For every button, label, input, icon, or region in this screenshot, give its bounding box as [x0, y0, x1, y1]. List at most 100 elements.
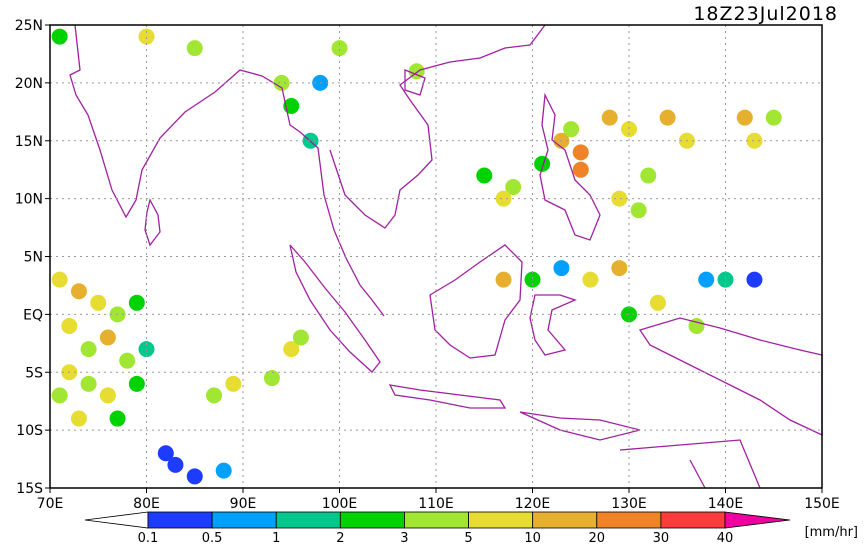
rain-cell: [70, 283, 87, 300]
x-tick-label: 110E: [418, 496, 454, 512]
x-tick-label: 130E: [611, 496, 647, 512]
rain-cell: [495, 190, 512, 207]
rain-cell: [746, 132, 763, 149]
rain-cell: [206, 387, 223, 404]
colorbar-unit: [mm/hr]: [805, 525, 858, 540]
rain-cell: [51, 28, 68, 45]
x-tick-label: 100E: [322, 496, 358, 512]
rain-cell: [640, 167, 657, 184]
colorbar-label: 2: [336, 531, 344, 544]
rain-cell: [505, 179, 522, 196]
colorbar-box: [596, 511, 662, 529]
rain-cell: [292, 329, 309, 346]
colorbar-box: [532, 511, 598, 529]
rain-layer: [51, 28, 782, 485]
rain-cell: [621, 121, 637, 138]
x-tick-label: 150E: [804, 496, 840, 512]
y-tick-label: 5N: [24, 250, 43, 266]
rain-cell: [630, 202, 647, 219]
rain-cell: [119, 352, 136, 369]
rain-cell: [553, 260, 570, 277]
rain-cell: [582, 271, 599, 288]
rain-cell: [736, 109, 753, 126]
rain-cell: [186, 468, 203, 485]
colorbar-box: [468, 511, 534, 529]
rain-cell: [186, 40, 203, 57]
colorbar-box: [660, 511, 726, 529]
grid: 70E 80E 90E 100E 110E 120E 130E 140E 150E 15S 10S 5…: [15, 18, 840, 512]
colorbar-label: 30: [653, 531, 670, 544]
rain-cell: [746, 271, 763, 288]
rain-cell: [534, 155, 551, 172]
rain-cell: [659, 109, 676, 126]
colorbar-box: [211, 511, 277, 529]
colorbar-box: [404, 511, 469, 529]
y-tick-label: 15N: [15, 134, 43, 150]
rain-cell: [225, 375, 242, 392]
colorbar-label: 10: [524, 531, 541, 544]
colorbar-over: [724, 511, 791, 529]
rain-cell: [611, 190, 628, 207]
rain-cell: [61, 317, 78, 334]
rain-cell: [215, 462, 232, 479]
colorbar-label: 0.5: [202, 531, 223, 544]
rain-cell: [263, 370, 280, 387]
rain-cell: [273, 74, 290, 91]
rain-cell: [698, 271, 715, 288]
map-title: 18Z23Jul2018: [693, 3, 838, 25]
rain-cell: [128, 294, 145, 311]
rain-cell: [51, 387, 68, 404]
rain-cell: [524, 271, 541, 288]
y-tick-label: 25N: [15, 18, 43, 34]
colorbar-box: [147, 511, 213, 529]
rain-cell: [283, 341, 300, 358]
y-tick-label: EQ: [23, 307, 43, 323]
x-tick-label: 70E: [37, 496, 64, 512]
rain-cell: [495, 271, 512, 288]
rain-cell: [563, 121, 580, 138]
rain-cell: [765, 109, 782, 126]
x-tick-label: 120E: [515, 496, 551, 512]
rain-cell: [109, 410, 126, 427]
y-tick-label: 10N: [15, 192, 43, 208]
rain-cell: [128, 375, 145, 392]
colorbar-label: 0.1: [138, 531, 159, 544]
rain-cell: [157, 445, 174, 462]
rain-cell: [611, 260, 628, 277]
rain-cell: [80, 375, 97, 392]
rain-cell: [331, 40, 348, 57]
rain-cell: [649, 294, 666, 311]
colorbar-label: 1: [272, 531, 280, 544]
colorbar: 0.1 0.5 1 2 3 5 10 20 30 40 [mm/hr]: [84, 511, 858, 546]
rain-cell: [476, 167, 493, 184]
y-tick-label: 15S: [16, 481, 43, 497]
colorbar-label: 20: [589, 531, 606, 544]
plot-frame: [49, 24, 823, 489]
rain-cell: [90, 294, 107, 311]
rain-cell: [572, 144, 589, 161]
colorbar-label: 40: [717, 531, 734, 544]
colorbar-box: [339, 511, 405, 529]
y-tick-label: 10S: [16, 423, 43, 439]
y-tick-label: 20N: [15, 76, 43, 92]
x-tick-label: 90E: [230, 496, 257, 512]
rain-cell: [99, 329, 116, 346]
rain-cell: [601, 109, 618, 126]
rain-cell: [167, 456, 184, 473]
x-tick-label: 80E: [133, 496, 160, 512]
rain-cell: [80, 341, 97, 358]
colorbar-under: [84, 511, 149, 529]
x-tick-label: 140E: [708, 496, 744, 512]
colorbar-label: 5: [464, 531, 472, 544]
rain-cell: [51, 271, 68, 288]
colorbar-box: [275, 511, 341, 529]
colorbar-label: 3: [400, 531, 408, 544]
rain-cell: [70, 410, 87, 427]
rain-cell: [99, 387, 116, 404]
rain-cell: [572, 161, 589, 178]
rain-cell: [717, 271, 734, 288]
rain-cell: [688, 317, 705, 334]
y-tick-label: 5S: [25, 365, 43, 381]
rain-cell: [138, 28, 155, 45]
